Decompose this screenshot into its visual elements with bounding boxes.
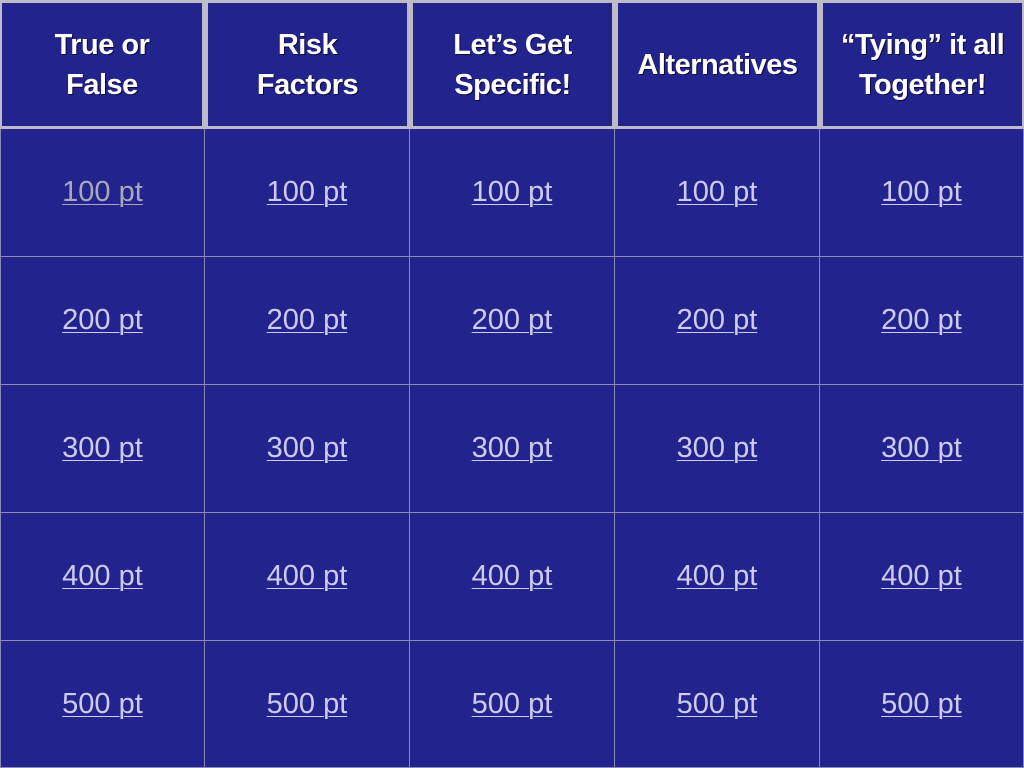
question-link-alternatives-200[interactable]: 200 pt <box>676 304 758 336</box>
question-link-alternatives-300[interactable]: 300 pt <box>676 432 758 464</box>
question-link-true-or-false-100[interactable]: 100 pt <box>62 176 143 208</box>
question-link-alternatives-400[interactable]: 400 pt <box>676 560 758 592</box>
board-cell: 300 pt <box>0 385 205 513</box>
board-cell: 400 pt <box>0 513 205 641</box>
board-cell: 200 pt <box>0 257 205 385</box>
board-cell: 500 pt <box>820 641 1024 768</box>
board-cell: 200 pt <box>820 257 1024 385</box>
category-true-or-false: True or False <box>0 0 205 129</box>
category-alternatives: Alternatives <box>615 0 820 129</box>
question-link-true-or-false-200[interactable]: 200 pt <box>62 304 143 336</box>
question-link-alternatives-500[interactable]: 500 pt <box>676 687 758 720</box>
board-cell: 100 pt <box>410 129 615 257</box>
board-cell: 400 pt <box>820 513 1024 641</box>
board-cell: 300 pt <box>615 385 820 513</box>
question-link-tying-it-all-together-500[interactable]: 500 pt <box>881 687 962 720</box>
board-cell: 100 pt <box>820 129 1024 257</box>
question-link-risk-factors-100[interactable]: 100 pt <box>266 176 348 208</box>
board-cell: 100 pt <box>615 129 820 257</box>
question-link-risk-factors-500[interactable]: 500 pt <box>266 687 348 720</box>
board-cell: 100 pt <box>205 129 410 257</box>
board-cell: 500 pt <box>615 641 820 768</box>
question-link-true-or-false-300[interactable]: 300 pt <box>62 432 143 464</box>
question-link-lets-get-specific-500[interactable]: 500 pt <box>471 687 553 720</box>
question-link-lets-get-specific-400[interactable]: 400 pt <box>471 560 553 592</box>
question-link-tying-it-all-together-100[interactable]: 100 pt <box>881 176 962 208</box>
question-link-risk-factors-400[interactable]: 400 pt <box>266 560 348 592</box>
board-cell: 500 pt <box>410 641 615 768</box>
board-cell: 200 pt <box>615 257 820 385</box>
board-cell: 200 pt <box>205 257 410 385</box>
category-lets-get-specific: Let’s Get Specific! <box>410 0 615 129</box>
board-cell: 100 pt <box>0 129 205 257</box>
category-risk-factors: Risk Factors <box>205 0 410 129</box>
board-cell: 400 pt <box>615 513 820 641</box>
question-link-risk-factors-300[interactable]: 300 pt <box>266 432 348 464</box>
question-link-tying-it-all-together-200[interactable]: 200 pt <box>881 304 962 336</box>
board-cell: 300 pt <box>205 385 410 513</box>
category-tying-it-all-together: “Tying” it all Together! <box>820 0 1024 129</box>
question-link-tying-it-all-together-300[interactable]: 300 pt <box>881 432 962 464</box>
question-link-true-or-false-500[interactable]: 500 pt <box>62 687 143 720</box>
question-link-risk-factors-200[interactable]: 200 pt <box>266 304 348 336</box>
board-cell: 200 pt <box>410 257 615 385</box>
board-cell: 300 pt <box>820 385 1024 513</box>
board-cell: 300 pt <box>410 385 615 513</box>
question-link-alternatives-100[interactable]: 100 pt <box>676 176 758 208</box>
board-cell: 500 pt <box>0 641 205 768</box>
question-link-true-or-false-400[interactable]: 400 pt <box>62 560 143 592</box>
question-link-tying-it-all-together-400[interactable]: 400 pt <box>881 560 962 592</box>
question-link-lets-get-specific-200[interactable]: 200 pt <box>471 304 553 336</box>
board-cell: 400 pt <box>410 513 615 641</box>
board-cell: 500 pt <box>205 641 410 768</box>
question-link-lets-get-specific-100[interactable]: 100 pt <box>471 176 553 208</box>
board-cell: 400 pt <box>205 513 410 641</box>
question-link-lets-get-specific-300[interactable]: 300 pt <box>471 432 553 464</box>
